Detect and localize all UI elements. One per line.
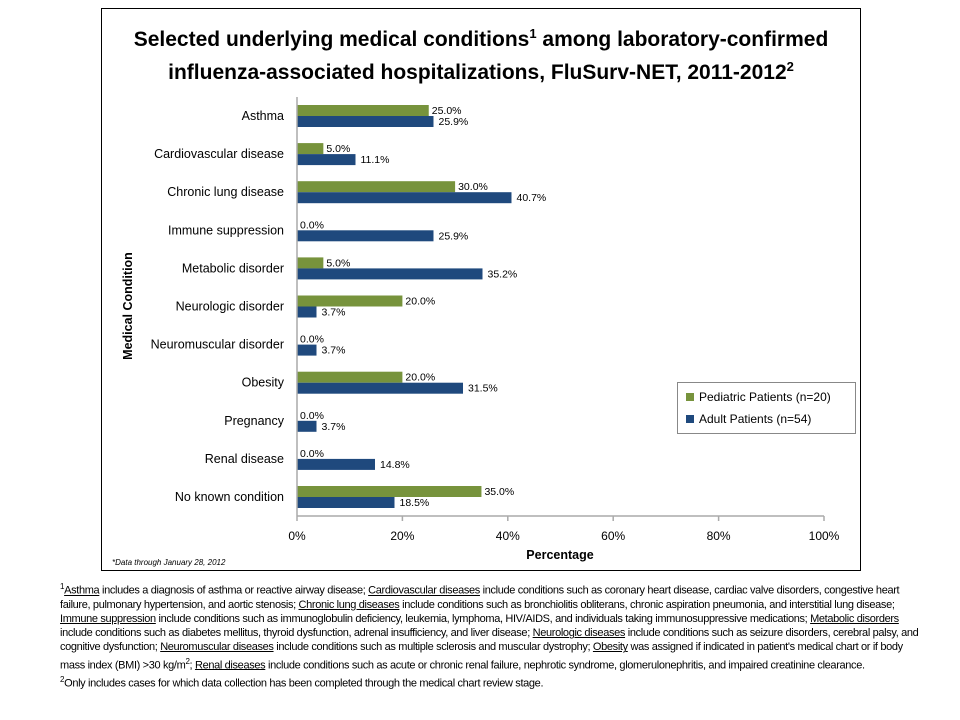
category-label: Chronic lung disease — [167, 185, 284, 199]
footnote-1: 1Asthma includes a diagnosis of asthma o… — [60, 580, 920, 673]
category-label: Metabolic disorder — [182, 261, 284, 275]
data-label: 11.1% — [360, 154, 389, 166]
data-label: 5.0% — [326, 257, 350, 269]
bar-adult — [297, 458, 375, 470]
bar-adult — [297, 497, 395, 508]
chart-frame — [101, 8, 861, 571]
footnote-text: was assigned if indicated in patient's m… — [60, 641, 903, 672]
data-label: 20.0% — [405, 372, 435, 384]
x-tick-label: 0% — [288, 529, 306, 543]
data-label: 25.0% — [432, 105, 462, 117]
category-label: Pregnancy — [224, 414, 285, 428]
bar-adult — [297, 382, 464, 394]
bar-adult — [297, 154, 356, 166]
category-label: Neurologic disorder — [176, 300, 284, 314]
data-label: 25.9% — [438, 116, 468, 128]
legend-item-pediatric: Pediatric Patients (n=20) — [686, 390, 831, 404]
legend-label: Adult Patients (n=54) — [699, 412, 812, 426]
chart-title: Selected underlying medical conditions1 … — [133, 26, 829, 84]
footnote-term: Immune suppression — [60, 613, 156, 626]
legend-swatch — [686, 393, 694, 401]
x-tick-label: 20% — [390, 529, 414, 543]
bar-pediatric — [297, 105, 429, 116]
footnote-text: include conditions such as diabetes mell… — [60, 627, 533, 640]
category-label: Asthma — [242, 109, 284, 123]
bar-pediatric — [297, 295, 403, 307]
footnote-text: include conditions such as coronary hear… — [60, 584, 900, 611]
data-label: 5.0% — [326, 143, 350, 155]
category-label: No known condition — [175, 490, 284, 504]
data-label: 18.5% — [399, 497, 429, 509]
data-label: 20.0% — [405, 296, 435, 308]
bar-pediatric — [297, 143, 324, 155]
x-tick-label: 60% — [601, 529, 625, 543]
bar-pediatric — [297, 181, 456, 193]
legend-swatch — [686, 415, 694, 423]
x-axis-title: Percentage — [526, 548, 593, 562]
data-label: 0.0% — [300, 334, 324, 346]
footnotes: 1Asthma includes a diagnosis of asthma o… — [60, 580, 920, 690]
x-tick-label: 40% — [496, 529, 520, 543]
footnote-marker: 2 — [60, 674, 65, 684]
footnote-term: Neurologic diseases — [532, 627, 626, 640]
bar-adult — [297, 268, 483, 280]
data-label: 3.7% — [321, 345, 345, 357]
footnote-term: Renal diseases — [194, 659, 266, 672]
data-label: 25.9% — [438, 230, 468, 242]
bar-pediatric — [297, 257, 324, 269]
footnote-text: include conditions such as bronchiolitis… — [399, 598, 895, 611]
category-label: Obesity — [242, 376, 285, 390]
category-label: Immune suppression — [168, 223, 284, 237]
data-label: 40.7% — [516, 192, 546, 204]
data-label: 0.0% — [300, 410, 324, 422]
legend-label: Pediatric Patients (n=20) — [699, 390, 831, 404]
data-label: 0.0% — [300, 219, 324, 231]
category-label: Neuromuscular disorder — [151, 338, 284, 352]
bar-adult — [297, 420, 317, 432]
data-label: 35.0% — [484, 486, 514, 498]
category-label: Cardiovascular disease — [154, 147, 284, 161]
data-note: *Data through January 28, 2012 — [112, 558, 226, 567]
footnote-text: includes a diagnosis of asthma or reacti… — [99, 584, 369, 597]
data-label: 0.0% — [300, 448, 324, 460]
footnote-text: ; — [189, 659, 195, 672]
data-label: 14.8% — [380, 459, 410, 471]
footnote-term: Chronic lung diseases — [298, 598, 400, 611]
bar-adult — [297, 192, 512, 204]
bar-pediatric — [297, 486, 482, 497]
footnote-text: include conditions such as multiple scle… — [273, 641, 593, 654]
footnote-text: include conditions such as immunoglobuli… — [155, 613, 811, 626]
category-label: Renal disease — [205, 452, 284, 466]
footnote-text: include conditions such as seizure disor… — [60, 627, 919, 654]
footnote-term: Neuromuscular diseases — [160, 641, 274, 654]
x-tick-label: 80% — [707, 529, 731, 543]
legend: Pediatric Patients (n=20) Adult Patients… — [677, 382, 856, 434]
y-axis-title: Medical Condition — [121, 252, 135, 360]
data-label: 30.0% — [458, 181, 488, 193]
bar-adult — [297, 116, 434, 127]
footnote-term: Obesity — [592, 641, 628, 654]
legend-item-adult: Adult Patients (n=54) — [686, 412, 811, 426]
footnote-text: Only includes cases for which data colle… — [64, 677, 544, 690]
footnote-text: 2 — [185, 656, 190, 666]
footnote-term: Cardiovascular diseases — [368, 584, 480, 597]
x-tick-label: 100% — [809, 529, 840, 543]
bar-adult — [297, 344, 317, 356]
data-label: 35.2% — [488, 268, 518, 280]
footnote-text: include conditions such as acute or chro… — [265, 659, 865, 672]
footnote-2: 2Only includes cases for which data coll… — [60, 673, 920, 691]
bar-pediatric — [297, 371, 403, 383]
data-label: 31.5% — [468, 383, 498, 395]
footnote-term: Asthma — [64, 584, 100, 597]
bar-adult — [297, 306, 317, 318]
bar-adult — [297, 230, 434, 242]
data-label: 3.7% — [321, 421, 345, 433]
footnote-marker: 1 — [60, 582, 65, 591]
data-label: 3.7% — [321, 307, 345, 319]
footnote-term: Metabolic disorders — [810, 613, 899, 626]
